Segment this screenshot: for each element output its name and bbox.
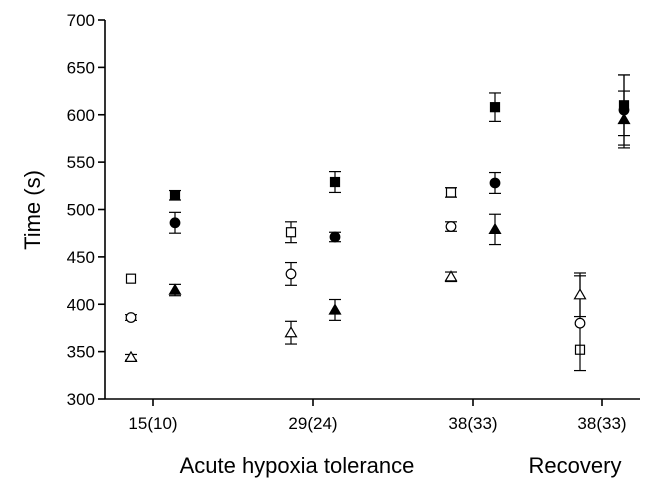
filled-triangle-marker [617,112,631,125]
filled-triangle-marker [488,222,502,235]
open-triangle-marker [124,350,138,362]
open-triangle-marker [444,270,458,282]
open-triangle-marker [284,326,298,338]
y-tick-label: 300 [67,390,95,409]
filled-triangle-marker [168,283,182,295]
y-tick-label: 400 [67,295,95,314]
open-circle-marker [445,221,457,232]
filled-circle-marker [329,231,341,243]
open-square-marker [125,273,137,284]
filled-circle-marker [489,177,501,189]
open-circle-marker [285,268,297,280]
y-tick-label: 450 [67,248,95,267]
y-tick-label: 350 [67,343,95,362]
x-tick-label: 38(33) [448,414,497,433]
filled-square-marker [489,102,501,113]
filled-square-marker [329,176,341,188]
y-tick-label: 600 [67,106,95,125]
y-tick-label: 500 [67,201,95,220]
filled-square-marker [169,190,181,201]
open-circle-marker [574,317,586,329]
open-square-marker [285,227,297,238]
filled-triangle-marker [328,303,342,315]
axes: 300 350 400 450 500 550 600 650 700 15(10) 29(24) 3… [67,11,640,433]
y-axis-title: Time (s) [20,170,45,250]
y-tick-label: 550 [67,153,95,172]
open-triangle-marker [573,288,587,300]
section-label-recovery: Recovery [529,453,622,478]
section-label-acute: Acute hypoxia tolerance [180,453,415,478]
x-tick-label: 29(24) [288,414,337,433]
y-tick-label: 650 [67,58,95,77]
data-marks [124,74,631,372]
y-tick-label: 700 [67,11,95,30]
open-square-marker [445,187,457,198]
open-circle-marker [125,312,137,323]
x-tick-label: 15(10) [128,414,177,433]
filled-circle-marker [169,217,181,229]
x-tick-label: 38(33) [577,414,626,433]
